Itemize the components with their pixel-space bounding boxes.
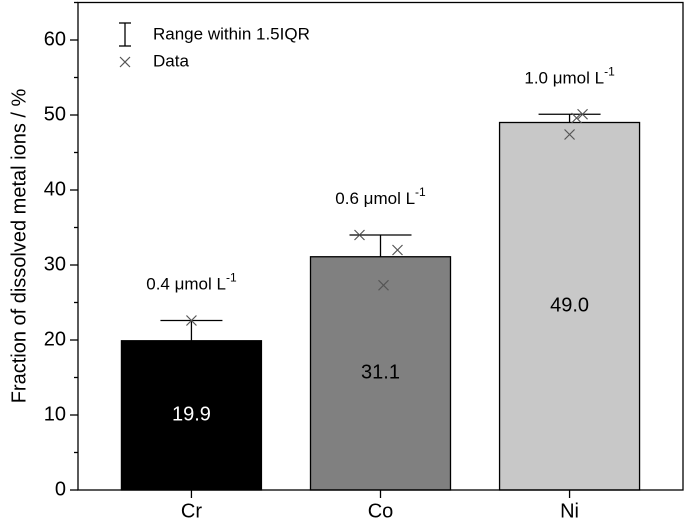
whisker xyxy=(160,319,223,341)
y-tick-label: 40 xyxy=(44,178,66,200)
value-label: 31.1 xyxy=(361,362,400,384)
x-tick-label: Cr xyxy=(181,500,202,522)
legend: Range within 1.5IQR Data xyxy=(119,22,310,70)
data-point xyxy=(392,244,403,256)
annotation-sup: -1 xyxy=(604,64,615,78)
annotation: 1.0 μmol L-1 xyxy=(524,64,615,87)
data-point xyxy=(564,129,575,140)
data-point xyxy=(571,112,582,124)
annotation-sup: -1 xyxy=(226,271,237,285)
y-tick-label: 0 xyxy=(55,478,66,500)
x-tick-label: Ni xyxy=(560,500,579,522)
whisker xyxy=(538,113,601,123)
value-label: 19.9 xyxy=(172,404,211,426)
annotation: 0.4 μmol L-1 xyxy=(146,271,237,294)
annotation: 0.6 μmol L-1 xyxy=(335,185,426,208)
y-tick-label: 10 xyxy=(44,403,66,425)
annotation-text: 0.4 μmol L xyxy=(146,275,226,294)
legend-label: Range within 1.5IQR xyxy=(153,24,310,43)
data-point xyxy=(378,279,389,291)
data-point xyxy=(186,315,197,326)
legend-point-icon xyxy=(119,56,131,68)
annotation-sup: -1 xyxy=(415,185,426,199)
y-tick-label: 50 xyxy=(44,103,66,125)
y-tick-label: 60 xyxy=(44,28,66,50)
bar xyxy=(120,340,263,491)
value-label: 49.0 xyxy=(550,295,589,317)
data-point xyxy=(354,229,365,241)
x-tick-label: Co xyxy=(368,500,394,522)
annotation-text: 1.0 μmol L xyxy=(524,69,604,88)
y-tick-label: 20 xyxy=(44,328,66,350)
plot-frame xyxy=(77,1,684,491)
y-axis-label: Fraction of dissolved metal ions / % xyxy=(8,89,30,404)
data-point xyxy=(577,108,588,120)
annotation-text: 0.6 μmol L xyxy=(335,189,415,208)
legend-label: Data xyxy=(153,51,189,70)
bar xyxy=(498,121,641,491)
y-tick-label: 30 xyxy=(44,253,66,275)
